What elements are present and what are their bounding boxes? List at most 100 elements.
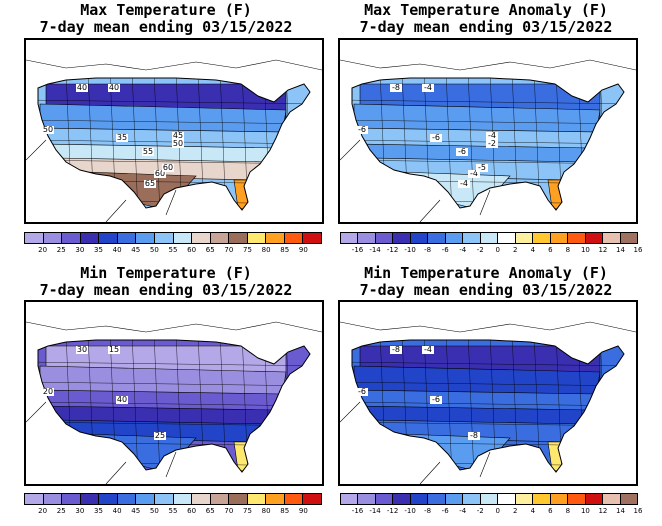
border-lines <box>340 321 636 484</box>
legend-swatch <box>302 232 322 244</box>
band-florida <box>547 179 567 210</box>
legend-swatch <box>228 493 247 505</box>
contour-label-bg <box>390 346 402 354</box>
border-lines <box>26 321 322 484</box>
legend-min-temp: 20 25 30 35 40 45 50 55 60 65 70 75 80 85 90 <box>24 493 322 515</box>
contour-label: 60 <box>155 169 165 178</box>
legend-swatch <box>42 232 62 244</box>
legend-tick-label: 50 <box>149 246 159 254</box>
contour-label: -4 <box>424 83 432 92</box>
legend-swatch <box>584 232 603 244</box>
legend-swatch <box>265 232 284 244</box>
legend-tick-label: 8 <box>565 507 571 515</box>
state-line <box>131 340 139 472</box>
legend-tick-label: 90 <box>298 507 308 515</box>
contour-label: -8 <box>470 431 478 440</box>
contour-label-bg <box>116 396 128 404</box>
contour-label-bg <box>144 180 156 188</box>
legend-swatch <box>619 493 638 505</box>
state-line <box>38 119 310 125</box>
legend-tick-label: 0 <box>495 507 500 515</box>
legend-tick-label: 45 <box>131 246 141 254</box>
legend-swatch <box>497 232 515 244</box>
legend-swatches <box>24 493 322 505</box>
contour-label-bg <box>476 164 488 172</box>
contour-label: 45 <box>173 131 183 140</box>
contour-label: 40 <box>77 83 87 92</box>
legend-swatch <box>479 232 498 244</box>
contour-label-bg <box>42 126 54 134</box>
state-line <box>38 401 310 407</box>
legend-swatch <box>246 232 266 244</box>
legend-tick-label: -4 <box>459 507 467 515</box>
contour-label: -4 <box>460 179 468 188</box>
legend-tick-label: 65 <box>205 507 215 515</box>
contour-label-bg <box>486 132 498 140</box>
band-deep-south <box>84 171 197 210</box>
contour-label-bg <box>154 432 166 440</box>
contour-label: -5 <box>478 163 486 172</box>
legend-swatch <box>172 232 192 244</box>
state-line <box>352 401 624 407</box>
legend-tick-label: 25 <box>56 246 66 254</box>
contour-label: 35 <box>117 133 127 142</box>
contour-label: -6 <box>358 125 366 134</box>
legend-tick-label: 8 <box>565 246 571 254</box>
contour-label-bg <box>422 84 434 92</box>
contour-label-bg <box>162 164 174 172</box>
legend-tick-label: -2 <box>476 246 484 254</box>
contour-label: -4 <box>488 131 496 140</box>
legend-swatch <box>444 493 463 505</box>
legend-swatch <box>514 493 533 505</box>
band-florida <box>233 441 253 472</box>
legend-swatch <box>191 232 210 244</box>
legend-swatch <box>357 232 375 244</box>
legend-swatch <box>246 493 266 505</box>
legend-tick-label: 6 <box>548 246 553 254</box>
legend-tick-label: -6 <box>441 507 449 515</box>
legend-tick-label: 30 <box>75 507 85 515</box>
legend-tick-label: 12 <box>598 246 608 254</box>
band-florida <box>547 441 567 472</box>
legend-tick-label: 35 <box>94 246 103 254</box>
legend-tick-label: 30 <box>75 246 85 254</box>
border-lines <box>340 59 636 222</box>
legend-swatch <box>532 232 550 244</box>
contour-label: 30 <box>77 345 87 354</box>
legend-max-anom: -16 -14 -12 -10 -8 -6 -4 -2 0 2 4 6 8 10 12 14 16 <box>340 232 643 254</box>
legend-tick-label: -16 <box>351 507 364 515</box>
contour-label-bg <box>76 346 88 354</box>
legend-swatch <box>479 493 498 505</box>
legend-swatch <box>340 493 358 505</box>
legend-swatch <box>61 493 80 505</box>
legend-swatches <box>340 493 638 505</box>
legend-tick-label: 80 <box>261 246 271 254</box>
legend-swatch <box>602 232 620 244</box>
legend-tick-label: -14 <box>369 246 381 254</box>
contour-label: -6 <box>432 395 440 404</box>
state-line <box>445 78 453 210</box>
legend-swatch <box>392 493 410 505</box>
legend-tick-label: 85 <box>280 246 290 254</box>
legend-min-anom: -16 -14 -12 -10 -8 -6 -4 -2 0 2 4 6 8 10 12 14 16 <box>340 493 642 515</box>
legend-ticks: 20 25 30 35 40 45 50 55 60 65 70 75 80 85 90 <box>24 505 322 515</box>
legend-tick-label: 45 <box>131 507 141 515</box>
legend-tick-label: 10 <box>580 507 590 515</box>
legend-tick-label: 2 <box>513 246 518 254</box>
legend-swatch <box>567 493 585 505</box>
state-line <box>38 199 310 205</box>
legend-swatch <box>392 232 410 244</box>
legend-tick-label: 14 <box>616 507 625 515</box>
state-line <box>467 340 475 472</box>
state-line <box>352 99 624 105</box>
contour-label: 40 <box>109 83 119 92</box>
legend-swatch <box>374 232 393 244</box>
legend-swatch <box>42 493 62 505</box>
legend-ticks: -16 -14 -12 -10 -8 -6 -4 -2 0 2 4 6 8 10 12 14 16 <box>340 244 643 254</box>
legend-swatch <box>567 232 585 244</box>
panel-title-line2: 7-day mean ending 03/15/2022 <box>359 281 613 299</box>
legend-max-temp: 20 25 30 35 40 45 50 55 60 65 70 75 80 85 90 <box>24 232 322 254</box>
contour-label: -6 <box>432 133 440 142</box>
state-line <box>38 381 310 387</box>
state-line <box>445 340 453 472</box>
